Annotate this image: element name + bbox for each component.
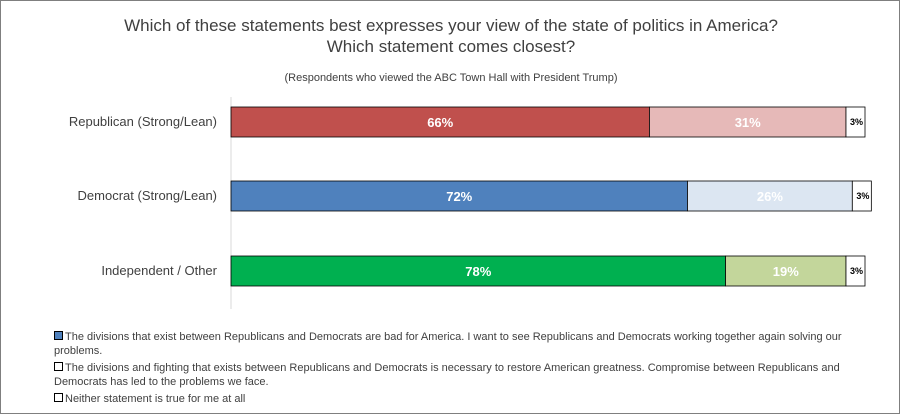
legend-swatch-2 bbox=[54, 362, 63, 371]
category-label-1: Republican (Strong/Lean) bbox=[69, 114, 217, 129]
data-label-1-series-2: 31% bbox=[735, 115, 761, 130]
title-line-2: Which statement comes closest? bbox=[326, 37, 576, 56]
data-label-3-series-3: 3% bbox=[850, 266, 863, 276]
bar-3-series-1 bbox=[230, 255, 726, 287]
bar-2-series-2 bbox=[687, 180, 853, 212]
legend-item-3: Neither statement is true for me at all bbox=[54, 392, 874, 406]
data-label-1-series-1: 66% bbox=[427, 115, 453, 130]
category-label-3: Independent / Other bbox=[101, 263, 217, 278]
bar-1-series-3 bbox=[845, 106, 866, 138]
title-line-1: Which of these statements best expresses… bbox=[124, 16, 778, 35]
legend-item-2: The divisions and fighting that exists b… bbox=[54, 361, 874, 389]
data-label-3-series-2: 19% bbox=[773, 264, 799, 279]
category-label-2: Democrat (Strong/Lean) bbox=[78, 188, 217, 203]
data-label-1-series-3: 3% bbox=[850, 117, 863, 127]
bar-2-series-1 bbox=[230, 180, 688, 212]
data-label-2-series-2: 26% bbox=[757, 189, 783, 204]
legend-swatch-3 bbox=[54, 393, 63, 402]
bar-3-series-2 bbox=[725, 255, 847, 287]
legend-label-1: The divisions that exist between Republi… bbox=[54, 331, 842, 357]
bar-1-series-1 bbox=[230, 106, 650, 138]
legend-item-1: The divisions that exist between Republi… bbox=[54, 330, 874, 358]
bar-2-series-3 bbox=[851, 180, 872, 212]
data-label-2-series-3: 3% bbox=[856, 191, 869, 201]
legend-swatch-1 bbox=[54, 331, 63, 340]
chart-subtitle: (Respondents who viewed the ABC Town Hal… bbox=[284, 72, 618, 84]
bar-3-series-3 bbox=[845, 255, 866, 287]
legend-label-2: The divisions and fighting that exists b… bbox=[54, 362, 840, 388]
chart-title: Which of these statements best expresses… bbox=[1, 15, 900, 57]
bar-chart: Republican (Strong/Lean) 66% 31% 3% Democrat… bbox=[69, 97, 872, 309]
data-label-3-series-1: 78% bbox=[465, 264, 491, 279]
data-label-2-series-1: 72% bbox=[446, 189, 472, 204]
legend-label-3: Neither statement is true for me at all bbox=[65, 393, 246, 405]
